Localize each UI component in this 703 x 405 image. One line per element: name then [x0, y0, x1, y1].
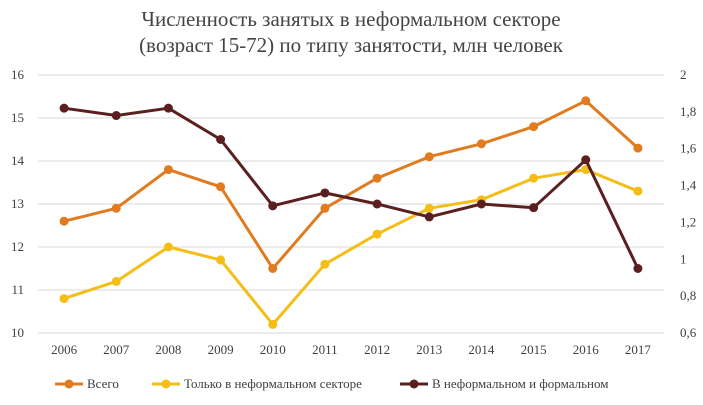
data-point — [163, 165, 173, 175]
x-tick-label: 2008 — [155, 342, 181, 357]
x-tick-label: 2015 — [521, 342, 547, 357]
data-point — [372, 199, 382, 209]
legend-swatch-marker — [161, 379, 171, 389]
legend-item-1: Всего — [55, 376, 119, 391]
right-tick-label: 0,6 — [680, 325, 697, 340]
right-axis: 0,6 0,8 1 1,2 1,4 1,6 1,8 2 — [680, 67, 697, 340]
right-tick-label: 0,8 — [680, 288, 696, 303]
data-point — [424, 203, 434, 213]
data-point — [268, 201, 278, 211]
data-point — [320, 259, 330, 269]
data-point — [633, 264, 643, 273]
data-point — [59, 103, 69, 113]
data-point — [111, 276, 121, 286]
data-point — [320, 188, 330, 198]
legend: Всего Только в неформальном секторе В нефо… — [55, 376, 608, 391]
x-tick-label: 2010 — [260, 342, 286, 357]
x-tick-label: 2017 — [625, 342, 652, 357]
right-tick-label: 1 — [680, 251, 687, 266]
legend-item-2: Только в неформальном секторе — [152, 376, 362, 391]
left-tick-label: 12 — [11, 239, 24, 254]
left-tick-label: 15 — [11, 110, 24, 125]
data-point — [111, 203, 121, 213]
right-tick-label: 1,8 — [680, 104, 696, 119]
right-tick-label: 1,6 — [680, 141, 697, 156]
data-point — [581, 96, 591, 106]
data-point — [529, 173, 539, 183]
data-point — [372, 173, 382, 183]
data-point — [216, 135, 226, 144]
x-tick-label: 2007 — [103, 342, 130, 357]
data-point — [111, 111, 121, 121]
series-layer — [59, 96, 643, 329]
data-point — [476, 199, 486, 209]
x-tick-label: 2014 — [468, 342, 495, 357]
left-tick-label: 10 — [11, 325, 24, 340]
data-point — [581, 155, 591, 165]
series-line — [63, 99, 639, 270]
data-point — [268, 264, 278, 273]
legend-label: Всего — [87, 376, 119, 391]
x-tick-label: 2011 — [312, 342, 338, 357]
legend-label: В неформальном и формальном — [432, 376, 608, 391]
series-3 — [59, 103, 643, 273]
right-tick-label: 1,4 — [680, 178, 697, 193]
x-axis: 2006 2007 2008 2009 2010 2011 2012 2013 2014 2015… — [51, 342, 651, 357]
data-point — [476, 139, 486, 149]
data-point — [163, 242, 173, 252]
chart-title-line2: (возраст 15-72) по типу занятости, млн ч… — [139, 33, 564, 57]
grid — [38, 74, 664, 334]
data-point — [59, 216, 69, 226]
series-1 — [59, 96, 643, 273]
x-tick-label: 2013 — [416, 342, 442, 357]
x-tick-label: 2009 — [208, 342, 234, 357]
data-point — [163, 103, 173, 113]
data-point — [320, 203, 330, 213]
x-tick-label: 2016 — [573, 342, 600, 357]
data-point — [633, 143, 643, 153]
data-point — [633, 186, 643, 196]
legend-swatch-marker — [409, 379, 419, 389]
left-axis: 10 11 12 13 14 15 16 — [11, 67, 25, 340]
chart-title-line1: Численность занятых в неформальном секто… — [141, 7, 560, 31]
left-tick-label: 11 — [11, 282, 24, 297]
data-point — [424, 212, 434, 222]
right-tick-label: 1,2 — [680, 214, 696, 229]
legend-swatch-marker — [64, 379, 74, 389]
legend-item-3: В неформальном и формальном — [400, 376, 608, 391]
x-tick-label: 2012 — [364, 342, 390, 357]
data-point — [268, 319, 278, 329]
x-tick-label: 2006 — [51, 342, 78, 357]
data-point — [216, 255, 226, 265]
series-line — [63, 106, 640, 270]
data-point — [529, 203, 539, 213]
data-point — [424, 152, 434, 162]
legend-label: Только в неформальном секторе — [184, 376, 362, 391]
data-point — [59, 294, 69, 304]
data-point — [216, 182, 226, 192]
left-tick-label: 16 — [11, 67, 25, 82]
series-line — [63, 168, 639, 326]
left-tick-label: 14 — [11, 153, 25, 168]
right-tick-label: 2 — [680, 67, 687, 82]
left-tick-label: 13 — [11, 196, 24, 211]
data-point — [372, 229, 382, 239]
data-point — [529, 122, 539, 132]
